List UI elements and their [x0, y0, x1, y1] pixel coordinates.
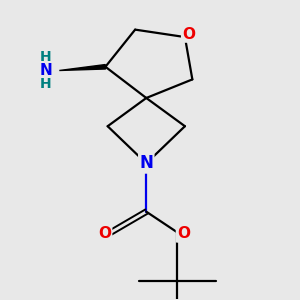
Text: H: H — [40, 50, 52, 64]
Text: H: H — [40, 77, 52, 91]
Text: O: O — [177, 226, 190, 242]
Text: O: O — [98, 226, 111, 242]
Text: O: O — [182, 27, 195, 42]
Text: N: N — [139, 154, 153, 172]
Polygon shape — [59, 64, 106, 70]
Text: N: N — [40, 63, 52, 78]
